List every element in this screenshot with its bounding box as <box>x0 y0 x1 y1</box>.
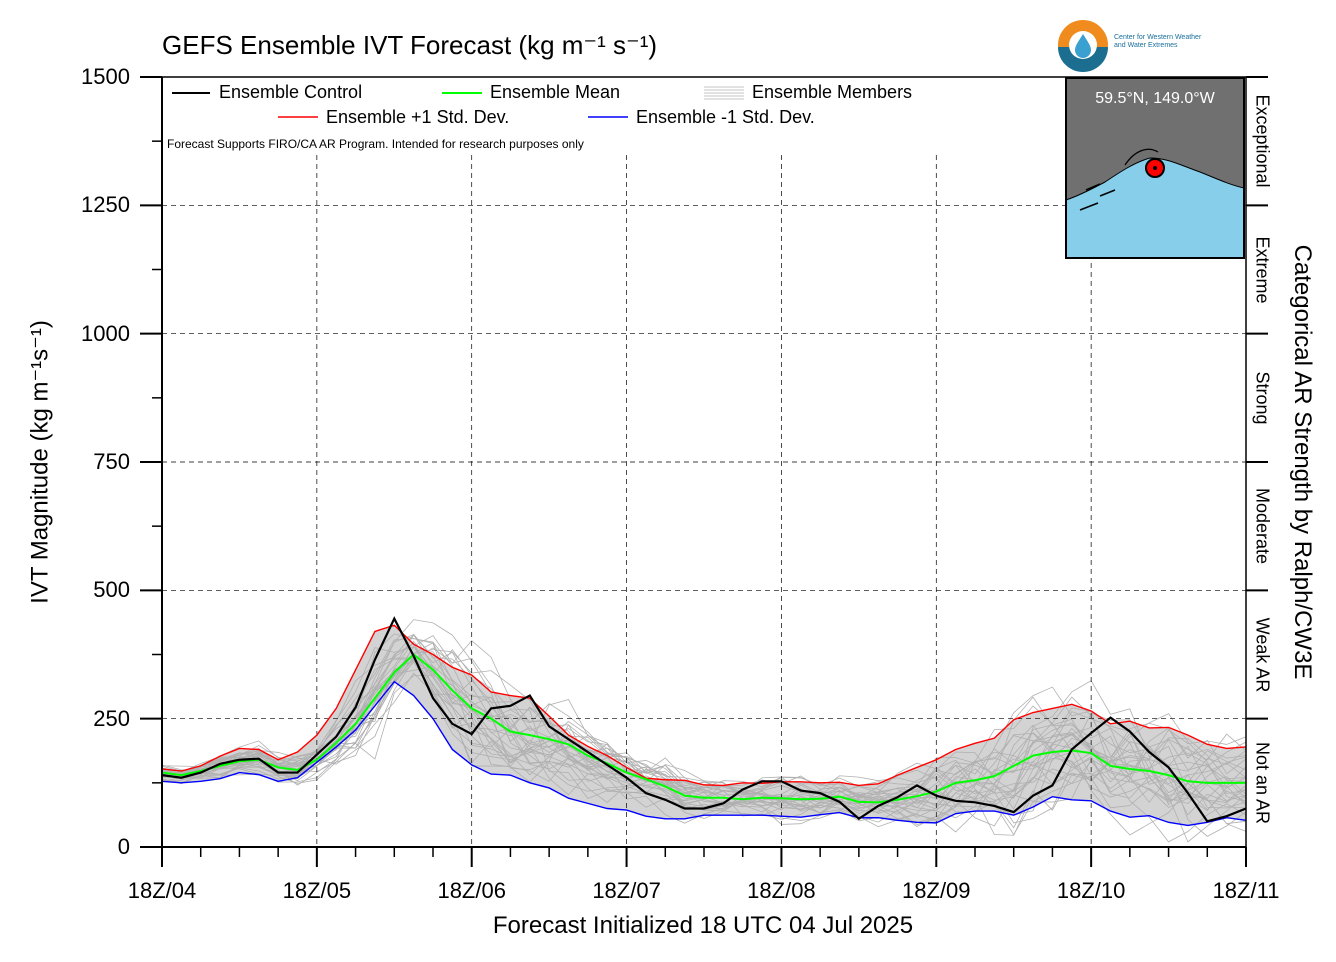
legend-label-members: Ensemble Members <box>752 82 913 102</box>
category-label: Weak AR <box>1252 617 1273 692</box>
x-tick-label: 18Z/06 <box>437 878 506 903</box>
location-marker-dot <box>1153 166 1157 170</box>
x-tick-label: 18Z/07 <box>592 878 661 903</box>
series-line-control <box>161 616 1247 823</box>
ensemble-member-line <box>161 665 1247 806</box>
ensemble-member-line <box>161 661 1247 813</box>
legend-label-plus-std: Ensemble +1 Std. Dev. <box>326 107 510 127</box>
legend-label-minus-std: Ensemble -1 Std. Dev. <box>636 107 815 127</box>
inset-coastline <box>1124 148 1159 166</box>
logo-text: Center for Western Weather and Water Ext… <box>1114 34 1201 50</box>
research-note: Forecast Supports FIRO/CA AR Program. In… <box>167 137 584 151</box>
ensemble-member-line <box>161 647 1247 843</box>
y-tick-label: 1000 <box>81 320 130 346</box>
logo-line-2: and Water Extremes <box>1114 42 1178 49</box>
y-tick-label: 1500 <box>81 64 130 89</box>
y-tick-label: 0 <box>117 834 130 859</box>
x-tick-label: 18Z/08 <box>747 878 816 903</box>
y-tick-label: 1250 <box>81 192 130 218</box>
inset-location-label: 59.5°N, 149.0°W <box>1095 90 1215 107</box>
ensemble-member-line <box>161 638 1247 829</box>
logo-drop-icon <box>1075 34 1091 58</box>
category-label: Strong <box>1252 371 1273 425</box>
inset-islands <box>1079 183 1116 211</box>
category-label: Not an AR <box>1252 741 1273 824</box>
category-label: Extreme <box>1252 235 1273 304</box>
series-line-plus-std <box>161 624 1247 787</box>
right-axis-label: Categorical AR Strength by Ralph/CW3E <box>1289 244 1316 680</box>
category-label: Exceptional <box>1252 94 1273 188</box>
legend-label-control: Ensemble Control <box>219 82 363 102</box>
x-tick-label: 18Z/10 <box>1056 878 1126 903</box>
ensemble-member-line <box>161 648 1247 837</box>
x-tick-label: 18Z/09 <box>902 878 971 903</box>
y-tick-label: 750 <box>93 449 130 474</box>
inset-land <box>1065 77 1245 201</box>
y-tick-label: 250 <box>93 705 130 731</box>
logo-line-1: Center for Western Weather <box>1114 34 1202 41</box>
y-axis-label: IVT Magnitude (kg m⁻¹s⁻¹) <box>26 320 54 604</box>
ensemble-member-line <box>161 642 1247 836</box>
x-tick-label: 18Z/11 <box>1212 878 1280 903</box>
series-line-minus-std <box>161 680 1247 827</box>
chart-title: GEFS Ensemble IVT Forecast (kg m⁻¹ s⁻¹) <box>162 30 658 60</box>
y-tick-label: 500 <box>93 577 130 603</box>
legend-background <box>163 78 943 128</box>
x-tick-label: 18Z/05 <box>282 878 352 903</box>
series-line-mean <box>161 653 1246 804</box>
x-tick-label: 18Z/04 <box>127 878 197 903</box>
ensemble-member-line <box>161 633 1247 824</box>
x-axis-label: Forecast Initialized 18 UTC 04 Jul 2025 <box>492 912 914 939</box>
category-label: Moderate <box>1252 488 1273 565</box>
inset-frame <box>1065 77 1245 259</box>
logo-water <box>1058 47 1108 72</box>
legend-label-mean: Ensemble Mean <box>490 82 621 102</box>
